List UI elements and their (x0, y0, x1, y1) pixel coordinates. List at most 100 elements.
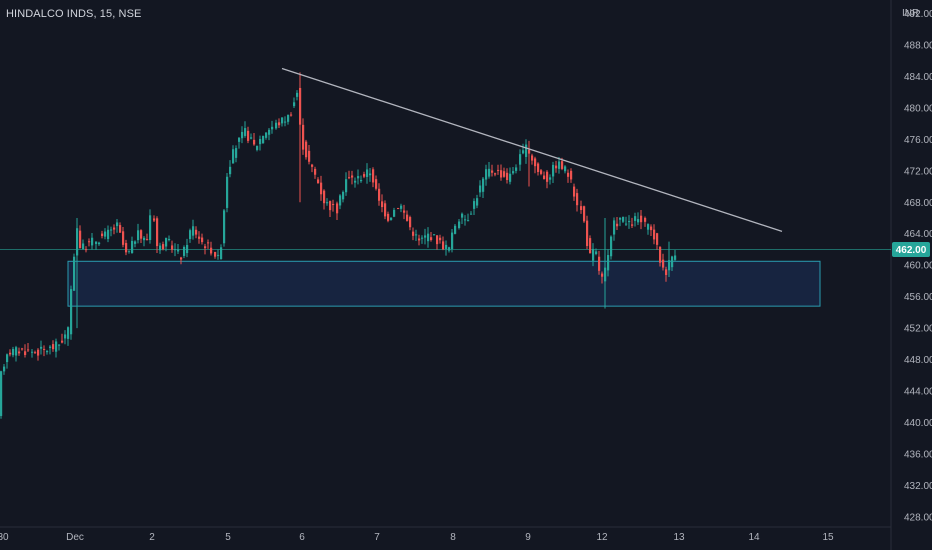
candle-body[interactable] (119, 225, 122, 233)
candle-body[interactable] (317, 179, 320, 184)
candle-body[interactable] (220, 247, 223, 260)
candle-body[interactable] (235, 148, 238, 158)
candle-body[interactable] (345, 179, 348, 193)
candle-body[interactable] (174, 249, 177, 251)
candle-body[interactable] (180, 257, 183, 260)
candle-body[interactable] (662, 259, 665, 268)
candle-body[interactable] (177, 249, 180, 252)
candle-body[interactable] (607, 255, 610, 271)
candle-body[interactable] (195, 229, 198, 235)
candle-body[interactable] (619, 217, 622, 220)
candle-body[interactable] (229, 166, 232, 175)
candle-body[interactable] (442, 241, 445, 250)
candle-body[interactable] (494, 173, 497, 175)
candle-body[interactable] (214, 251, 217, 257)
candle-body[interactable] (549, 177, 552, 180)
time-axis[interactable]: 30 Dec 2 5 6 7 8 9 12 13 14 15 (0, 532, 834, 543)
candle-body[interactable] (509, 173, 512, 182)
candle-body[interactable] (525, 144, 528, 157)
candle-body[interactable] (73, 256, 76, 291)
candle-body[interactable] (567, 172, 570, 177)
candle-body[interactable] (104, 231, 107, 237)
candle-body[interactable] (503, 171, 506, 177)
candle-body[interactable] (287, 114, 290, 122)
candle-body[interactable] (134, 241, 137, 244)
candle-body[interactable] (223, 210, 226, 244)
candle-body[interactable] (43, 348, 46, 350)
candle-body[interactable] (201, 237, 204, 243)
candle-body[interactable] (189, 230, 192, 240)
candle-body[interactable] (198, 236, 201, 239)
candle-body[interactable] (476, 198, 479, 206)
candle-body[interactable] (436, 235, 439, 245)
candle-body[interactable] (640, 215, 643, 223)
candle-body[interactable] (262, 135, 265, 144)
candle-body[interactable] (430, 237, 433, 241)
candle-body[interactable] (491, 170, 494, 173)
candle-body[interactable] (24, 351, 27, 355)
candle-body[interactable] (210, 247, 213, 254)
candle-body[interactable] (18, 351, 21, 354)
candle-body[interactable] (268, 129, 271, 135)
candle-body[interactable] (418, 238, 421, 241)
price-axis[interactable]: 428.00 432.00 436.00 440.00 444.00 448.00 452.… (904, 9, 932, 524)
candle-body[interactable] (650, 226, 653, 231)
candle-body[interactable] (281, 117, 284, 124)
candle-body[interactable] (6, 354, 9, 363)
candle-body[interactable] (0, 371, 3, 416)
candle-body[interactable] (485, 169, 488, 180)
candle-body[interactable] (27, 349, 30, 351)
candle-body[interactable] (311, 164, 314, 167)
candle-body[interactable] (247, 130, 250, 141)
candle-body[interactable] (580, 206, 583, 211)
candle-body[interactable] (644, 217, 647, 222)
candle-body[interactable] (470, 213, 473, 215)
candle-body[interactable] (354, 180, 357, 183)
candle-body[interactable] (403, 210, 406, 213)
candle-body[interactable] (342, 191, 345, 200)
candle-body[interactable] (110, 229, 113, 231)
candle-body[interactable] (497, 169, 500, 171)
candle-body[interactable] (241, 131, 244, 139)
candle-body[interactable] (564, 166, 567, 172)
candle-body[interactable] (610, 236, 613, 257)
candle-body[interactable] (21, 348, 24, 350)
candle-body[interactable] (9, 352, 12, 355)
candle-body[interactable] (583, 206, 586, 222)
candle-body[interactable] (372, 169, 375, 183)
candle-body[interactable] (256, 145, 259, 150)
candle-body[interactable] (592, 248, 595, 261)
candle-body[interactable] (290, 114, 293, 116)
candle-body[interactable] (82, 243, 85, 250)
candle-body[interactable] (250, 137, 253, 139)
candle-body[interactable] (207, 242, 210, 244)
candle-body[interactable] (366, 169, 369, 177)
candle-body[interactable] (186, 244, 189, 254)
candle-body[interactable] (424, 235, 427, 238)
candle-body[interactable] (589, 238, 592, 254)
candle-body[interactable] (631, 224, 634, 226)
candle-body[interactable] (67, 327, 70, 339)
candle-body[interactable] (146, 239, 149, 241)
candle-body[interactable] (332, 203, 335, 205)
candle-body[interactable] (128, 250, 131, 252)
candle-body[interactable] (58, 344, 61, 346)
candle-body[interactable] (88, 241, 91, 243)
candle-body[interactable] (326, 202, 329, 204)
candle-body[interactable] (156, 218, 159, 247)
candle-body[interactable] (406, 214, 409, 221)
candle-body[interactable] (101, 233, 104, 237)
candle-body[interactable] (49, 346, 52, 348)
candle-body[interactable] (302, 124, 305, 150)
candle-body[interactable] (506, 172, 509, 181)
candle-body[interactable] (357, 176, 360, 179)
candle-body[interactable] (390, 217, 393, 220)
candle-body[interactable] (116, 222, 119, 227)
candle-body[interactable] (165, 238, 168, 247)
candle-body[interactable] (387, 213, 390, 221)
candle-body[interactable] (244, 128, 247, 136)
candle-body[interactable] (576, 193, 579, 206)
candle-body[interactable] (162, 244, 165, 250)
candle-body[interactable] (561, 161, 564, 169)
candle-body[interactable] (375, 179, 378, 189)
